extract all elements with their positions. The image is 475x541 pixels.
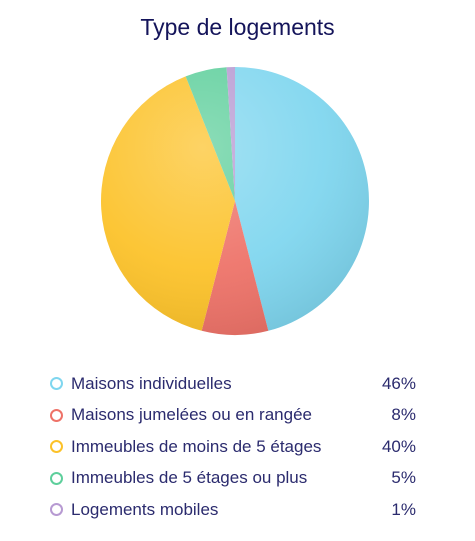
legend-value: 46% bbox=[381, 373, 416, 393]
legend-marker-icon bbox=[50, 471, 63, 485]
legend-value: 40% bbox=[381, 436, 416, 456]
legend-label: Maisons individuelles bbox=[71, 373, 232, 393]
legend-item-maisons-individuelles[interactable]: Maisons individuelles 46% bbox=[50, 368, 416, 400]
legend-value: 8% bbox=[391, 405, 416, 425]
chart-legend: Maisons individuelles 46% Maisons jumelé… bbox=[50, 368, 416, 526]
legend-marker-icon bbox=[50, 503, 63, 517]
legend-value: 5% bbox=[391, 468, 416, 488]
legend-label: Logements mobiles bbox=[71, 499, 219, 519]
chart-title: Type de logements bbox=[140, 14, 335, 40]
legend-item-immeubles-5-etages-plus[interactable]: Immeubles de 5 étages ou plus 5% bbox=[50, 463, 416, 495]
legend-marker-icon bbox=[50, 408, 63, 422]
pie-chart bbox=[101, 66, 369, 335]
legend-marker-icon bbox=[50, 440, 63, 454]
legend-item-maisons-jumelees[interactable]: Maisons jumelées ou en rangée 8% bbox=[50, 400, 416, 432]
legend-value: 1% bbox=[391, 499, 416, 519]
pie-slices bbox=[101, 66, 369, 335]
legend-label: Immeubles de 5 étages ou plus bbox=[71, 468, 308, 488]
legend-label: Immeubles de moins de 5 étages bbox=[71, 436, 322, 456]
legend-item-logements-mobiles[interactable]: Logements mobiles 1% bbox=[50, 494, 416, 526]
legend-marker-icon bbox=[50, 377, 63, 391]
legend-item-immeubles-moins-5-etages[interactable]: Immeubles de moins de 5 étages 40% bbox=[50, 431, 416, 463]
legend-label: Maisons jumelées ou en rangée bbox=[71, 405, 312, 425]
